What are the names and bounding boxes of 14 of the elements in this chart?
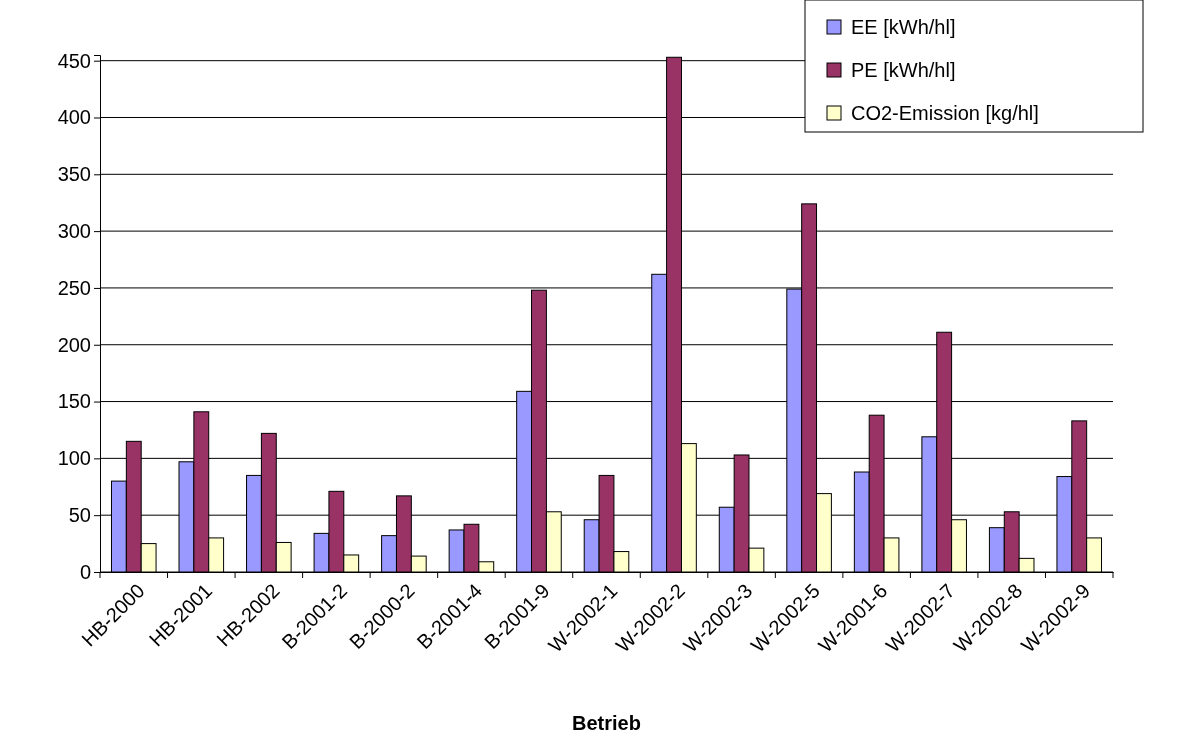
x-axis-title: Betrieb [572,712,641,734]
y-tick-label: 50 [68,504,91,527]
y-tick-label: 0 [79,560,91,583]
y-tick-label: 350 [57,163,91,186]
legend-label: EE [kWh/hl] [851,16,956,38]
y-tick-label: 250 [57,276,91,299]
y-tick-label: 450 [57,49,91,72]
legend-label: CO2-Emission [kg/hl] [851,102,1039,124]
legend-label: PE [kWh/hl] [851,59,956,81]
y-tick-label: 400 [57,106,91,129]
y-tick-label: 100 [57,447,91,470]
y-tick-label: 300 [57,220,91,243]
y-tick-label: 150 [57,390,91,413]
y-tick-label: 200 [57,333,91,356]
